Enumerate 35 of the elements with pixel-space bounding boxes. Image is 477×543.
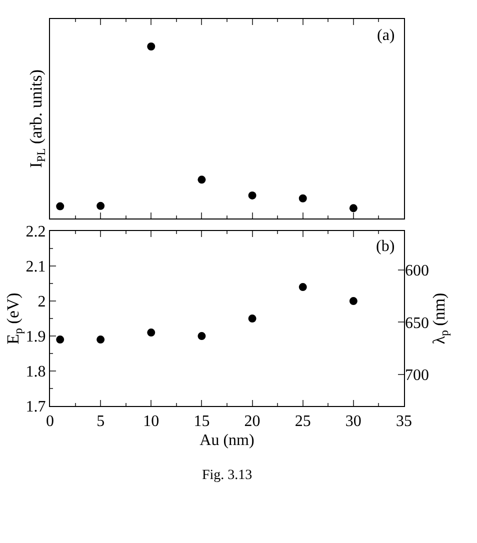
y-tick-label: 2 — [38, 294, 46, 311]
point — [248, 191, 256, 200]
x-axis-title: Au (nm) — [200, 432, 254, 449]
x-tick-label: 25 — [294, 413, 311, 430]
y-tick-label: 1.7 — [26, 398, 46, 416]
point — [147, 42, 156, 50]
y-tick-label: 2.1 — [26, 258, 46, 276]
y2-tick-label: 600 — [405, 262, 429, 280]
point — [96, 336, 105, 344]
point — [349, 297, 358, 306]
point — [56, 202, 64, 210]
y-tick-label: 1.8 — [26, 364, 46, 381]
x-tick-label: 10 — [143, 413, 160, 430]
x-tick-label: 20 — [244, 413, 260, 430]
x-tick-label: 35 — [396, 413, 412, 430]
text: (a) — [377, 27, 395, 44]
point — [248, 314, 256, 323]
point — [298, 194, 307, 202]
x-tick-label: 30 — [345, 413, 362, 430]
point — [298, 283, 307, 292]
y-tick-label: 1.9 — [26, 328, 46, 346]
point — [96, 202, 105, 210]
point — [349, 204, 358, 212]
y2-tick-label: 700 — [405, 367, 429, 384]
annotation: (b) — [376, 238, 395, 255]
y-tick-label: 2.2 — [26, 224, 46, 241]
point — [198, 176, 206, 184]
x-tick-label: 15 — [194, 413, 210, 430]
y2-tick-label: 650 — [405, 314, 429, 332]
point — [147, 328, 156, 337]
x-tick-label: 5 — [96, 413, 105, 430]
point — [56, 336, 64, 344]
caption: Fig. 3.13 — [202, 468, 252, 483]
point — [198, 332, 206, 340]
x-tick-label: 0 — [46, 413, 54, 430]
